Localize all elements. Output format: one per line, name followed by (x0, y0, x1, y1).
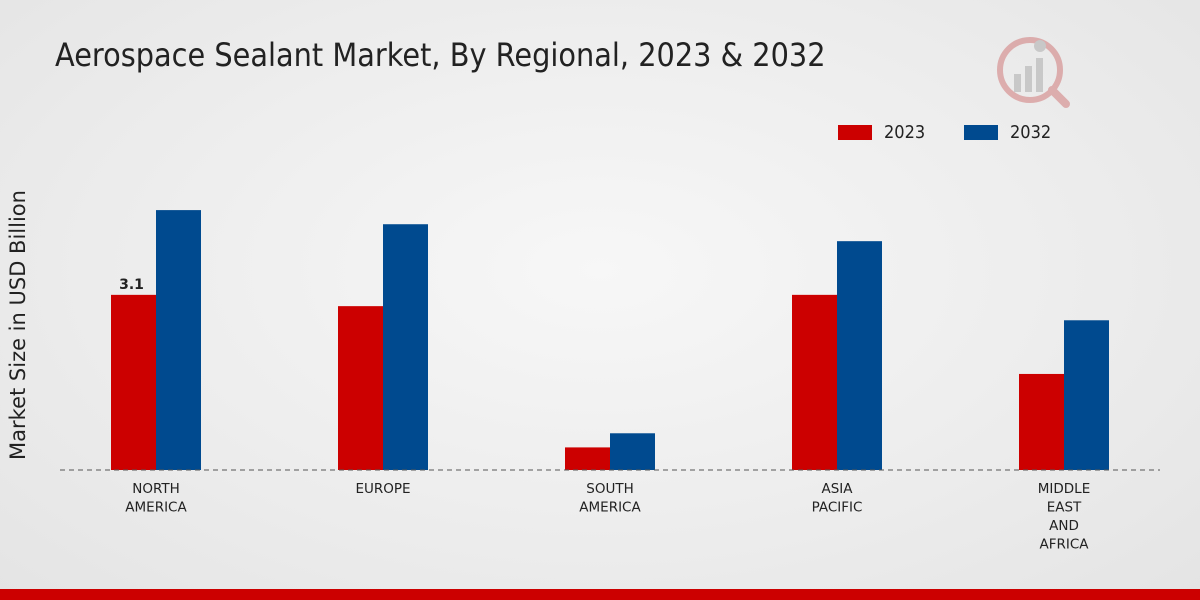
footer-bar (0, 589, 1200, 600)
bar-2023-middle-east-and-africa (1019, 373, 1064, 470)
bar-2032-middle-east-and-africa (1064, 320, 1109, 470)
bar-2023-north-america (111, 294, 156, 470)
x-tick-label-north-america: NORTH AMERICA (125, 481, 187, 516)
x-tick-label-south-america: SOUTH AMERICA (579, 481, 641, 516)
x-tick-label-asia-pacific: ASIA PACIFIC (812, 481, 863, 516)
bar-2032-north-america (156, 210, 201, 470)
legend-item-2023: 2023 (838, 122, 930, 143)
legend-swatch-2032 (963, 125, 998, 140)
data-label-2023-0: 3.1 (119, 277, 144, 293)
x-tick-label-europe: EUROPE (355, 481, 410, 497)
bar-2023-europe (338, 306, 383, 470)
watermark-logo-icon (997, 37, 1070, 108)
bar-2032-asia-pacific (837, 241, 882, 470)
bar-2023-south-america (565, 447, 610, 470)
legend-label-2032: 2032 (1009, 122, 1052, 143)
legend-item-2032: 2032 (963, 122, 1056, 143)
x-tick-label-middle-east-and-africa: MIDDLE EAST AND AFRICA (1038, 481, 1090, 553)
legend-swatch-2023 (838, 125, 872, 140)
legend: 2023 2032 (838, 122, 1090, 143)
bar-2032-europe (383, 224, 428, 470)
bar-2032-south-america (610, 433, 655, 470)
chart-title: Aerospace Sealant Market, By Regional, 2… (55, 36, 826, 74)
legend-label-2023: 2023 (884, 122, 926, 143)
bar-2023-asia-pacific (792, 294, 837, 470)
